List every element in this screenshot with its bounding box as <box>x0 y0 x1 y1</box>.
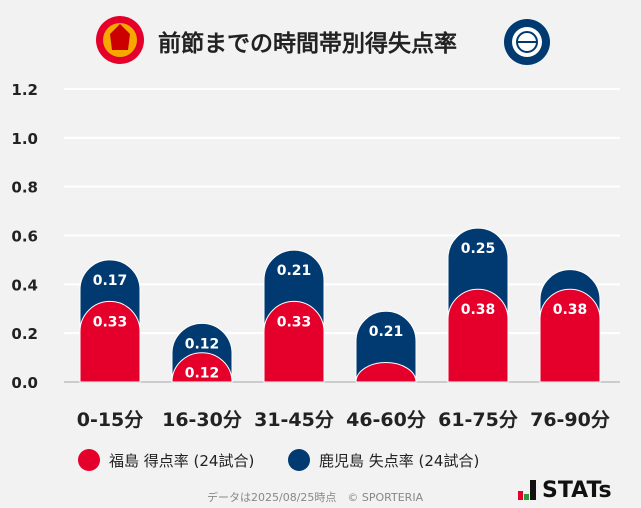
bar-chart: 0.0 0.2 0.4 0.6 0.8 1.0 1.2 0.17 0.33 0-15分 0.12 0.… <box>11 81 620 431</box>
y-tick-label: 0.6 <box>11 228 38 246</box>
bar-home <box>171 352 233 383</box>
bar-home-label: 0.12 <box>185 366 220 382</box>
legend-away-swatch <box>288 449 310 471</box>
x-tick-label: 46-60分 <box>346 409 426 431</box>
bar-away-label: 0.25 <box>461 241 496 257</box>
x-tick-label: 16-30分 <box>162 409 242 431</box>
legend-home: 福島 得点率 (24試合) <box>78 449 254 471</box>
kagoshima-logo <box>503 18 551 66</box>
stats-logo: STATs <box>518 478 612 503</box>
bar-home-label: 0.38 <box>461 302 496 318</box>
x-tick-label: 0-15分 <box>77 409 144 431</box>
x-tick-label: 31-45分 <box>254 409 334 431</box>
stats-brand-text: STATs <box>542 478 612 503</box>
legend-away-label: 鹿児島 失点率 (24試合) <box>319 451 480 470</box>
bar-away-label: 0.12 <box>185 336 220 352</box>
bar-home-label: 0.33 <box>93 314 128 330</box>
chart-title: 前節までの時間帯別得失点率 <box>158 31 457 57</box>
bar-home <box>355 362 417 383</box>
y-tick-label: 0.2 <box>11 325 38 343</box>
bar-away-label: 0.21 <box>369 324 404 340</box>
legend-home-swatch <box>78 449 100 471</box>
y-tick-label: 0.4 <box>11 276 38 294</box>
bar-home <box>539 288 601 383</box>
bar-home <box>79 301 141 383</box>
y-tick-label: 0.8 <box>11 179 38 197</box>
bar-home <box>263 301 325 383</box>
y-tick-label: 1.0 <box>11 130 38 148</box>
bar-away-label: 0.17 <box>93 273 128 289</box>
bar-away-label: 0.21 <box>277 263 312 279</box>
legend-away: 鹿児島 失点率 (24試合) <box>288 449 479 471</box>
footer-note: データは2025/08/25時点 © SPORTERIA <box>207 491 424 504</box>
bar-home-label: 0.33 <box>277 314 312 330</box>
bar-home <box>447 288 509 383</box>
x-tick-label: 76-90分 <box>530 409 610 431</box>
fukushima-logo <box>95 14 145 66</box>
bar-home-label: 0.38 <box>553 302 588 318</box>
x-tick-label: 61-75分 <box>438 409 518 431</box>
legend-home-label: 福島 得点率 (24試合) <box>109 451 255 470</box>
bar-away <box>355 310 417 383</box>
y-tick-label: 0.0 <box>11 374 38 392</box>
y-tick-label: 1.2 <box>11 81 38 99</box>
